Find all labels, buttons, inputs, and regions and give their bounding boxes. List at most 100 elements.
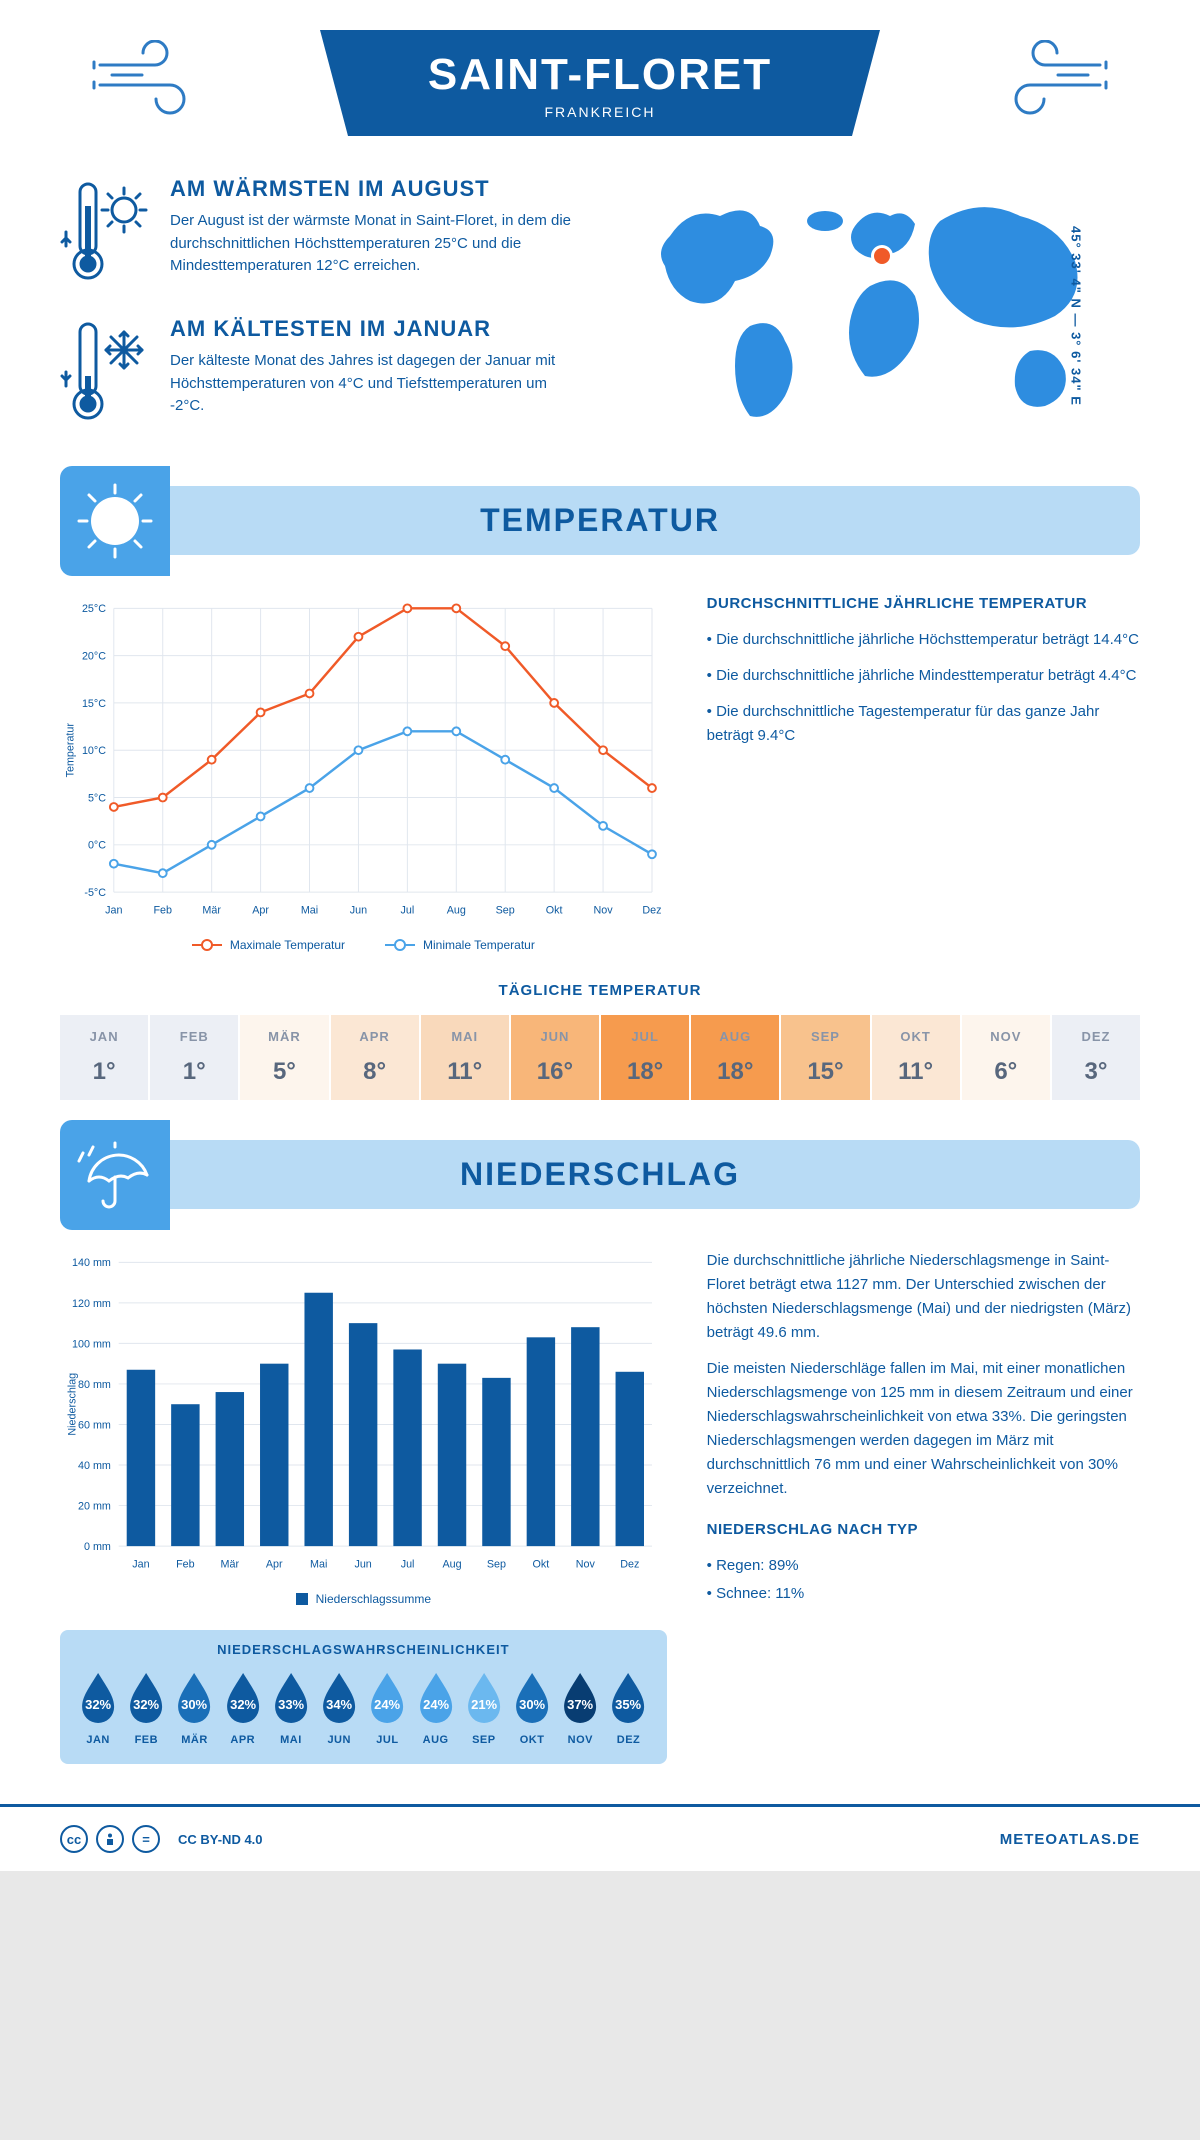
temp-cell: MAI11° [421,1015,511,1100]
svg-text:Feb: Feb [176,1559,195,1571]
svg-text:33%: 33% [278,1697,304,1712]
city-title: SAINT-FLORET [420,50,780,100]
coldest-text: Der kälteste Monat des Jahres ist dagege… [170,350,580,418]
precip-drop: 21% SEP [462,1669,506,1746]
temp-cell: JAN1° [60,1015,150,1100]
svg-text:34%: 34% [326,1697,352,1712]
temp-cell: MÄR5° [240,1015,330,1100]
svg-text:Apr: Apr [266,1559,283,1571]
svg-text:80 mm: 80 mm [78,1379,111,1391]
svg-text:Okt: Okt [546,905,563,917]
temperature-title: TEMPERATUR [76,502,1124,539]
svg-text:24%: 24% [374,1697,400,1712]
coldest-block: AM KÄLTESTEN IM JANUAR Der kälteste Mona… [60,316,580,426]
svg-text:-5°C: -5°C [84,887,106,899]
svg-text:37%: 37% [567,1697,593,1712]
temp-cell: SEP15° [781,1015,871,1100]
svg-text:30%: 30% [519,1697,545,1712]
svg-text:Dez: Dez [642,905,661,917]
warmest-text: Der August ist der wärmste Monat in Sain… [170,210,580,278]
svg-text:100 mm: 100 mm [72,1338,111,1350]
precip-drop: 34% JUN [317,1669,361,1746]
svg-text:Jul: Jul [400,905,414,917]
umbrella-icon [60,1120,170,1230]
svg-text:Mär: Mär [202,905,221,917]
precip-drop: 32% APR [221,1669,265,1746]
svg-text:0°C: 0°C [88,840,106,852]
svg-text:Mai: Mai [310,1559,327,1571]
temp-cell: DEZ3° [1052,1015,1140,1100]
svg-text:Sep: Sep [496,905,515,917]
svg-text:35%: 35% [616,1697,642,1712]
svg-text:Jul: Jul [401,1559,415,1571]
svg-text:Sep: Sep [487,1559,506,1571]
country-subtitle: FRANKREICH [420,104,780,120]
warmest-title: AM WÄRMSTEN IM AUGUST [170,176,580,202]
precip-drop: 33% MAI [269,1669,313,1746]
svg-text:32%: 32% [133,1697,159,1712]
legend-max: .legend-item:nth-child(1) .legend-swatch… [192,938,345,952]
cc-icon: cc [60,1825,88,1853]
temperature-line-chart: -5°C0°C5°C10°C15°C20°C25°CJanFebMärAprMa… [60,595,667,952]
precip-drop: 30% MÄR [172,1669,216,1746]
temp-cell: APR8° [331,1015,421,1100]
header-banner: SAINT-FLORET FRANKREICH [60,30,1140,136]
svg-text:30%: 30% [182,1697,208,1712]
infographic-page: SAINT-FLORET FRANKREICH [0,0,1200,1871]
coordinates: 45° 33' 4" N — 3° 6' 34" E [1069,226,1084,406]
precip-drop: 30% OKT [510,1669,554,1746]
temperature-info: DURCHSCHNITTLICHE JÄHRLICHE TEMPERATUR •… [707,595,1140,952]
temp-cell: FEB1° [150,1015,240,1100]
precip-drop: 24% AUG [414,1669,458,1746]
svg-text:Dez: Dez [620,1559,639,1571]
license-block: cc = CC BY-ND 4.0 [60,1825,263,1853]
thermometer-cold-icon [60,316,150,426]
brand-text: METEOATLAS.DE [1000,1831,1140,1848]
wind-icon-left [90,40,210,120]
svg-text:Mär: Mär [221,1559,240,1571]
temp-cell: JUN16° [511,1015,601,1100]
temp-cell: JUL18° [601,1015,691,1100]
svg-text:120 mm: 120 mm [72,1298,111,1310]
svg-text:Aug: Aug [447,905,466,917]
sun-icon [60,466,170,576]
svg-text:Feb: Feb [153,905,172,917]
svg-text:32%: 32% [85,1697,111,1712]
svg-text:21%: 21% [471,1697,497,1712]
svg-text:Jan: Jan [132,1559,149,1571]
precip-bar-chart: 0 mm20 mm40 mm60 mm80 mm100 mm120 mm140 … [60,1249,667,1764]
prob-title: NIEDERSCHLAGSWAHRSCHEINLICHKEIT [76,1642,651,1657]
footer: cc = CC BY-ND 4.0 METEOATLAS.DE [0,1804,1200,1871]
svg-text:5°C: 5°C [88,792,106,804]
svg-text:140 mm: 140 mm [72,1257,111,1269]
precip-drop: 24% JUL [365,1669,409,1746]
svg-text:Nov: Nov [594,905,614,917]
svg-text:20 mm: 20 mm [78,1500,111,1512]
precip-drop: 32% FEB [124,1669,168,1746]
precip-title: NIEDERSCHLAG [76,1156,1124,1193]
svg-text:25°C: 25°C [82,603,106,615]
coldest-title: AM KÄLTESTEN IM JANUAR [170,316,580,342]
license-text: CC BY-ND 4.0 [178,1832,263,1847]
svg-text:Nov: Nov [576,1559,596,1571]
svg-text:Niederschlag: Niederschlag [67,1373,79,1436]
svg-text:10°C: 10°C [82,745,106,757]
precip-drop: 35% DEZ [606,1669,650,1746]
svg-text:32%: 32% [230,1697,256,1712]
precip-section-header: NIEDERSCHLAG [60,1140,1140,1209]
wind-icon-right [990,40,1110,120]
daily-temp-title: TÄGLICHE TEMPERATUR [60,982,1140,999]
svg-text:Mai: Mai [301,905,318,917]
svg-text:Temperatur: Temperatur [65,723,77,778]
thermometer-hot-icon [60,176,150,286]
world-map: 45° 33' 4" N — 3° 6' 34" E [620,176,1140,456]
precip-drop: 37% NOV [558,1669,602,1746]
svg-text:Aug: Aug [442,1559,461,1571]
svg-text:Okt: Okt [533,1559,550,1571]
svg-text:20°C: 20°C [82,651,106,663]
temp-cell: AUG18° [691,1015,781,1100]
by-icon [96,1825,124,1853]
svg-text:Jun: Jun [350,905,367,917]
nd-icon: = [132,1825,160,1853]
warmest-block: AM WÄRMSTEN IM AUGUST Der August ist der… [60,176,580,286]
